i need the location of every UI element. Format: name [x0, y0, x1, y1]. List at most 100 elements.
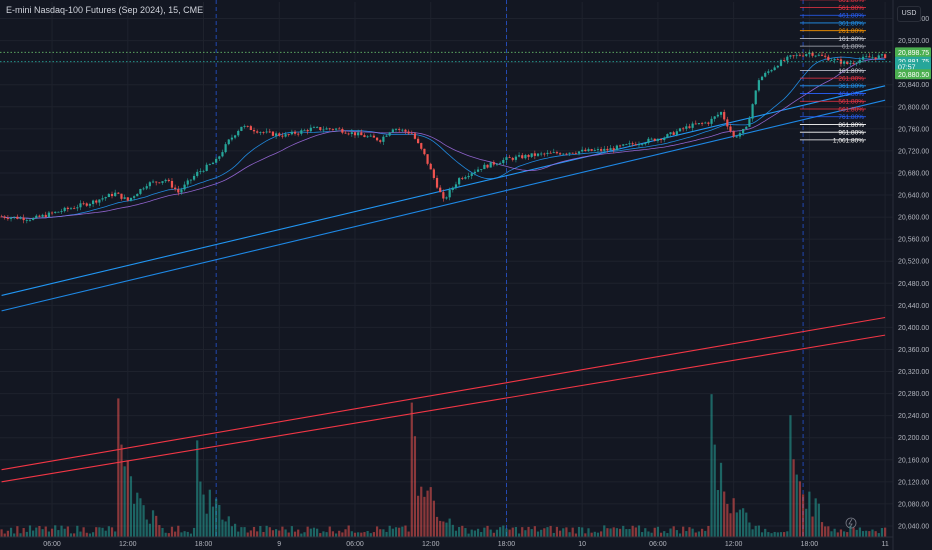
- candle-body[interactable]: [773, 67, 776, 71]
- candle-body[interactable]: [495, 163, 499, 165]
- candle-body[interactable]: [13, 216, 16, 218]
- candle-body[interactable]: [527, 154, 530, 157]
- candle-body[interactable]: [91, 200, 95, 205]
- candle-body[interactable]: [290, 131, 293, 135]
- candle-body[interactable]: [647, 138, 650, 143]
- candle-body[interactable]: [334, 128, 338, 130]
- candle-body[interactable]: [54, 211, 57, 213]
- candle-body[interactable]: [44, 214, 47, 218]
- candle-body[interactable]: [107, 193, 110, 198]
- candle-body[interactable]: [540, 153, 543, 155]
- candle-body[interactable]: [372, 135, 376, 138]
- candle-body[interactable]: [751, 104, 754, 119]
- candle-body[interactable]: [274, 133, 278, 136]
- candle-body[interactable]: [723, 112, 726, 120]
- candle-body[interactable]: [546, 152, 549, 154]
- candle-body[interactable]: [60, 211, 63, 212]
- candle-body[interactable]: [590, 149, 593, 151]
- candle-body[interactable]: [798, 54, 802, 56]
- candle-body[interactable]: [836, 59, 839, 60]
- candle-body[interactable]: [574, 153, 577, 155]
- candle-body[interactable]: [776, 65, 779, 68]
- candle-body[interactable]: [101, 198, 104, 200]
- candle-body[interactable]: [464, 177, 467, 179]
- candle-body[interactable]: [603, 148, 606, 151]
- candle-body[interactable]: [445, 197, 448, 199]
- candle-body[interactable]: [868, 56, 871, 58]
- candle-body[interactable]: [622, 144, 625, 146]
- candle-body[interactable]: [129, 197, 133, 201]
- candle-body[interactable]: [710, 118, 713, 124]
- candle-body[interactable]: [558, 153, 562, 155]
- candle-body[interactable]: [852, 63, 855, 64]
- candle-body[interactable]: [16, 216, 19, 219]
- candle-body[interactable]: [139, 188, 142, 194]
- candle-body[interactable]: [9, 217, 13, 219]
- candle-body[interactable]: [407, 131, 410, 134]
- candle-body[interactable]: [401, 129, 404, 131]
- candle-body[interactable]: [685, 126, 688, 129]
- candle-body[interactable]: [738, 133, 742, 137]
- candle-body[interactable]: [659, 138, 663, 141]
- candle-body[interactable]: [483, 164, 486, 170]
- candle-body[interactable]: [19, 217, 22, 219]
- candle-body[interactable]: [293, 131, 297, 134]
- candle-body[interactable]: [849, 63, 852, 64]
- candle-body[interactable]: [524, 154, 527, 159]
- candle-body[interactable]: [861, 56, 865, 60]
- candle-body[interactable]: [369, 135, 372, 137]
- candle-body[interactable]: [262, 132, 265, 133]
- candle-body[interactable]: [511, 157, 514, 160]
- candle-body[interactable]: [110, 193, 114, 197]
- candle-body[interactable]: [164, 179, 167, 182]
- candle-body[interactable]: [328, 128, 331, 130]
- candle-body[interactable]: [628, 143, 631, 145]
- candle-body[interactable]: [795, 54, 798, 56]
- candle-body[interactable]: [779, 60, 783, 66]
- candle-body[interactable]: [341, 128, 344, 133]
- candle-body[interactable]: [69, 208, 73, 210]
- candle-body[interactable]: [322, 129, 325, 131]
- candle-body[interactable]: [145, 186, 148, 189]
- candle-body[interactable]: [716, 114, 719, 117]
- candle-body[interactable]: [735, 136, 738, 138]
- channel-line[interactable]: [1, 316, 886, 471]
- candle-body[interactable]: [161, 181, 164, 183]
- candle-body[interactable]: [375, 137, 379, 141]
- candle-body[interactable]: [394, 129, 398, 130]
- candle-body[interactable]: [562, 153, 565, 155]
- candle-body[interactable]: [625, 144, 628, 145]
- candle-body[interactable]: [123, 197, 126, 199]
- candle-body[interactable]: [568, 152, 571, 154]
- candle-body[interactable]: [476, 169, 480, 172]
- candle-body[interactable]: [596, 149, 600, 150]
- candle-body[interactable]: [577, 151, 581, 154]
- candle-body[interactable]: [874, 57, 877, 59]
- candle-body[interactable]: [789, 55, 792, 57]
- candle-body[interactable]: [877, 55, 880, 59]
- candle-body[interactable]: [218, 156, 221, 159]
- candle-body[interactable]: [600, 149, 603, 151]
- candle-body[interactable]: [767, 71, 770, 73]
- candle-body[interactable]: [353, 132, 357, 136]
- candle-body[interactable]: [448, 189, 451, 198]
- candle-body[interactable]: [543, 153, 546, 155]
- candle-body[interactable]: [221, 152, 224, 157]
- candle-body[interactable]: [700, 123, 704, 124]
- candle-body[interactable]: [174, 187, 177, 190]
- candle-body[interactable]: [663, 137, 666, 141]
- candle-body[interactable]: [502, 159, 505, 164]
- candle-body[interactable]: [3, 216, 6, 218]
- candle-body[interactable]: [104, 197, 107, 199]
- candle-body[interactable]: [530, 153, 533, 157]
- candle-body[interactable]: [63, 207, 66, 212]
- candle-body[interactable]: [697, 123, 701, 125]
- candle-body[interactable]: [666, 134, 669, 138]
- candle-body[interactable]: [271, 131, 275, 136]
- candle-body[interactable]: [634, 144, 637, 146]
- channel-line[interactable]: [1, 99, 886, 312]
- candle-body[interactable]: [805, 54, 808, 56]
- candle-body[interactable]: [694, 123, 697, 125]
- candle-body[interactable]: [442, 192, 445, 199]
